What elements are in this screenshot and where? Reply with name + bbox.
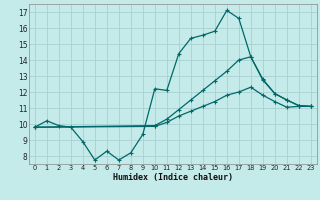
X-axis label: Humidex (Indice chaleur): Humidex (Indice chaleur) bbox=[113, 173, 233, 182]
